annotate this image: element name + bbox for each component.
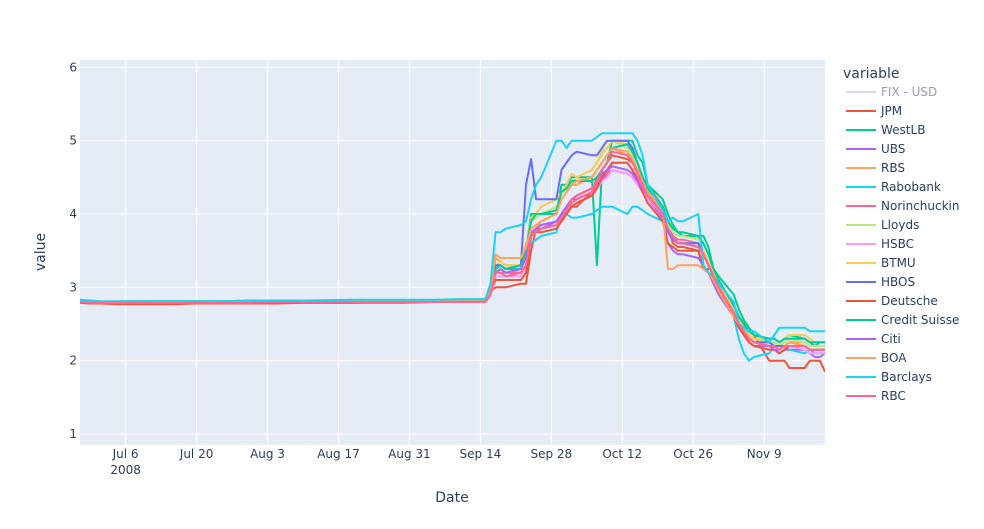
legend-label: Rabobank — [881, 180, 941, 194]
y-tick-label: 6 — [69, 60, 77, 74]
x-axis-ticks: Jul 6 2008 Jul 20 Aug 3 Aug 17 Aug 31 Sep 14 Se… — [110, 447, 781, 477]
legend-label: JPM — [880, 104, 902, 118]
legend-item-lloyds[interactable]: Lloyds — [846, 218, 919, 232]
legend-item-hbos[interactable]: HBOS — [846, 275, 915, 289]
x-tick-label: Aug 31 — [388, 447, 431, 461]
legend-item-jpm[interactable]: JPM — [846, 104, 902, 118]
y-tick-label: 4 — [69, 207, 77, 221]
y-tick-label: 1 — [69, 427, 77, 441]
legend-item-rbs[interactable]: RBS — [846, 161, 905, 175]
legend-label: BTMU — [881, 256, 916, 270]
legend-item-barclays[interactable]: Barclays — [846, 370, 932, 384]
legend-item-btmu[interactable]: BTMU — [846, 256, 916, 270]
legend-label: Lloyds — [881, 218, 919, 232]
x-tick-year-label: 2008 — [110, 463, 141, 477]
x-tick-label: Jul 6 — [112, 447, 139, 461]
y-tick-label: 5 — [69, 134, 77, 148]
legend-item-fix-usd[interactable]: FIX - USD — [846, 85, 937, 99]
legend-item-westlb[interactable]: WestLB — [846, 123, 925, 137]
legend-item-ubs[interactable]: UBS — [846, 142, 905, 156]
legend-label: WestLB — [881, 123, 925, 137]
legend-label: BOA — [881, 351, 907, 365]
legend-label: Credit Suisse — [881, 313, 959, 327]
legend-item-deutsche[interactable]: Deutsche — [846, 294, 938, 308]
x-axis-title: Date — [435, 490, 468, 506]
x-tick-label: Sep 28 — [530, 447, 572, 461]
legend-label: FIX - USD — [881, 85, 937, 99]
legend-label: Citi — [881, 332, 901, 346]
legend-item-norinchuckin[interactable]: Norinchuckin — [846, 199, 960, 213]
legend-item-rbc[interactable]: RBC — [846, 389, 906, 403]
legend-item-hsbc[interactable]: HSBC — [846, 237, 914, 251]
x-tick-label: Jul 20 — [179, 447, 214, 461]
legend-label: HBOS — [881, 275, 915, 289]
x-tick-label: Oct 26 — [673, 447, 713, 461]
legend-title: variable — [843, 66, 899, 82]
legend-label: HSBC — [881, 237, 914, 251]
legend-label: RBC — [881, 389, 906, 403]
legend-item-rabobank[interactable]: Rabobank — [846, 180, 941, 194]
x-tick-label: Aug 17 — [317, 447, 360, 461]
y-tick-label: 3 — [69, 280, 77, 294]
series-line-barclays — [80, 132, 825, 344]
legend-label: Norinchuckin — [881, 199, 960, 213]
legend-label: Deutsche — [881, 294, 938, 308]
legend-label: RBS — [881, 161, 905, 175]
series-lines — [80, 132, 825, 373]
legend-item-boa[interactable]: BOA — [846, 351, 907, 365]
legend-item-citi[interactable]: Citi — [846, 332, 901, 346]
y-tick-label: 2 — [69, 354, 77, 368]
legend-item-credit-suisse[interactable]: Credit Suisse — [846, 313, 959, 327]
legend-label: UBS — [881, 142, 905, 156]
x-tick-label: Oct 12 — [602, 447, 642, 461]
x-tick-label: Sep 14 — [460, 447, 502, 461]
legend-label: Barclays — [881, 370, 932, 384]
plot-area — [80, 60, 825, 445]
y-axis-ticks: 1 2 3 4 5 6 — [69, 60, 77, 441]
series-line-rbc — [80, 150, 825, 351]
y-axis-title: value — [33, 233, 49, 271]
gridlines — [80, 60, 825, 445]
x-tick-label: Aug 3 — [250, 447, 285, 461]
x-tick-label: Nov 9 — [747, 447, 782, 461]
legend[interactable]: variable FIX - USD JPM WestLB UBS RBS Raboban… — [843, 66, 960, 403]
